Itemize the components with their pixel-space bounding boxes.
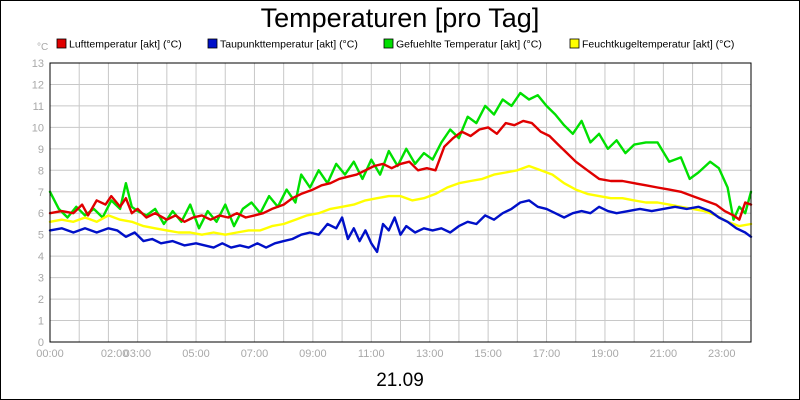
y-tick-label: 7: [38, 187, 44, 199]
y-tick-label: 10: [32, 122, 44, 134]
y-tick-label: 11: [33, 101, 44, 113]
legend-item-3: Feuchtkugeltemperatur [akt] (°C): [569, 38, 734, 51]
series-line-3: [48, 164, 753, 236]
legend-label: Lufttemperatur [akt] (°C): [69, 39, 182, 51]
y-tick-label: 4: [38, 251, 44, 263]
legend-swatch: [207, 38, 218, 49]
x-tick-label: 02:00: [101, 348, 129, 360]
chart-legend: Lufttemperatur [akt] (°C) Taupunkttempera…: [56, 38, 734, 51]
legend-label: Taupunkttemperatur [akt] (°C): [220, 39, 358, 51]
x-tick-label: 21:00: [650, 348, 678, 360]
y-tick-label: 9: [38, 144, 44, 156]
chart-title: Temperaturen [pro Tag]: [261, 3, 540, 33]
y-tick-label: 12: [32, 79, 44, 91]
series-line-1: [48, 199, 753, 254]
x-tick-label: 15:00: [474, 348, 502, 360]
y-tick-label: 5: [38, 230, 44, 242]
date-label: 21.09: [376, 370, 424, 391]
x-tick-label: 23:00: [708, 348, 736, 360]
legend-item-1: Taupunkttemperatur [akt] (°C): [207, 38, 358, 51]
x-tick-label: 00:00: [36, 348, 64, 360]
x-tick-label: 07:00: [241, 348, 269, 360]
legend-swatch: [383, 38, 394, 49]
x-tick-label: 19:00: [591, 348, 619, 360]
legend-item-2: Gefuehlte Temperatur [akt] (°C): [383, 38, 542, 51]
x-tick-label: 17:00: [533, 348, 561, 360]
y-tick-label: 3: [38, 273, 44, 285]
y-tick-label: 1: [38, 316, 44, 328]
x-tick-label: 09:00: [299, 348, 327, 360]
y-unit-label: °C: [37, 42, 48, 53]
plot-lines: [48, 91, 753, 254]
y-tick-label: 2: [38, 294, 44, 306]
legend-swatch: [569, 38, 580, 49]
legend-item-0: Lufttemperatur [akt] (°C): [56, 38, 182, 51]
legend-label: Feuchtkugeltemperatur [akt] (°C): [582, 39, 734, 51]
x-tick-label: 05:00: [182, 348, 210, 360]
legend-swatch: [56, 38, 67, 49]
y-tick-label: 8: [38, 165, 44, 177]
x-tick-label: 13:00: [416, 348, 444, 360]
y-tick-label: 13: [32, 58, 44, 70]
series-line-0: [48, 119, 753, 224]
y-tick-label: 6: [38, 208, 44, 220]
x-tick-label: 03:00: [124, 348, 152, 360]
plot-area-border: [49, 62, 752, 343]
legend-label: Gefuehlte Temperatur [akt] (°C): [396, 39, 542, 51]
x-tick-label: 11:00: [358, 348, 385, 360]
y-tick-label: 0: [38, 337, 44, 349]
